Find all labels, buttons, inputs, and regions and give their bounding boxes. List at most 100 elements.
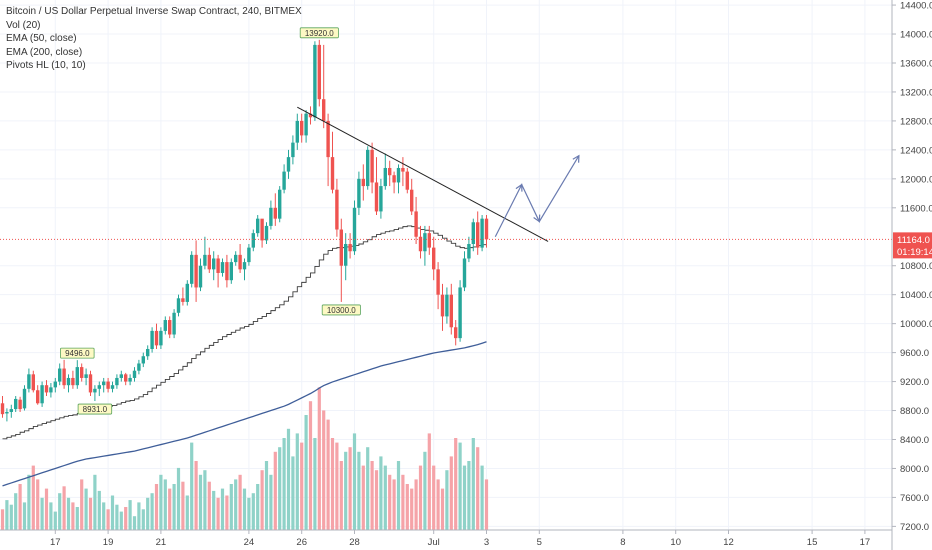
candle [141, 352, 145, 368]
candle [322, 44, 326, 129]
volume-bar [256, 484, 260, 530]
candle [44, 380, 49, 397]
candle [304, 110, 308, 143]
candle [0, 396, 5, 418]
volume-bar [423, 451, 427, 530]
volume-bar [304, 415, 308, 530]
volume-bar [154, 484, 159, 530]
legend-vol[interactable]: Vol (20) [6, 19, 41, 31]
candle-body [476, 222, 480, 248]
legend-pivots[interactable]: Pivots HL (10, 10) [6, 60, 86, 71]
candle [18, 396, 22, 412]
candle [220, 258, 225, 277]
volume-bar [379, 456, 383, 530]
volume-bar [14, 493, 18, 530]
candle [278, 186, 282, 223]
volume-bar [22, 502, 27, 530]
pivot-box [299, 27, 339, 39]
candle [410, 178, 414, 216]
legend-title[interactable]: Bitcoin / US Dollar Perpetual Inverse Sw… [6, 6, 302, 17]
volume-bar [278, 447, 282, 530]
volume-bar [84, 488, 88, 530]
candle [62, 359, 66, 389]
candle-body [445, 294, 449, 317]
candle-body [14, 398, 18, 410]
projection-path [494, 155, 580, 238]
candle-body [146, 348, 150, 357]
volume-bar [128, 500, 132, 530]
volume-bar [141, 509, 145, 530]
x-tick-label: 17 [50, 537, 61, 548]
candle-body [278, 189, 282, 219]
candle-body [194, 254, 198, 288]
candle-body [84, 374, 88, 378]
candle [436, 262, 440, 310]
candle-body [418, 236, 423, 252]
volume-bar [36, 479, 40, 530]
candle-body [449, 294, 453, 328]
candle-body [251, 233, 255, 248]
candle [383, 153, 387, 190]
candle [273, 193, 277, 226]
candle [480, 215, 484, 252]
candle [282, 164, 286, 194]
x-tick-label: 15 [807, 537, 818, 548]
volume-bar [75, 507, 79, 530]
candle-body [300, 120, 304, 136]
candle-body [168, 320, 172, 335]
candle-body [119, 374, 123, 378]
pivot-box [321, 304, 361, 316]
ema200-path [2, 341, 487, 487]
volume-bar [80, 479, 84, 530]
volume-bar [330, 438, 335, 530]
candle-body [88, 374, 93, 393]
candle [159, 327, 163, 349]
candle [216, 254, 220, 288]
volume-bar [260, 470, 264, 530]
candle-body [62, 368, 66, 386]
volume-bar [190, 442, 194, 530]
candle [128, 374, 132, 386]
legend-ema50[interactable]: EMA (50, close) [6, 33, 77, 44]
volume-bar [471, 438, 475, 530]
volume-bar [396, 461, 401, 530]
pivot-text: 13920.0 [305, 29, 334, 38]
candle-body [5, 411, 9, 414]
candle [432, 236, 436, 281]
candle-body [242, 262, 247, 270]
candle [40, 381, 44, 407]
candle-body [326, 120, 330, 158]
candle-body [427, 233, 431, 248]
candle [93, 385, 97, 402]
volume-bar [480, 465, 484, 530]
drawings[interactable] [297, 106, 580, 242]
volume-bar [212, 490, 216, 530]
volume-bar [163, 479, 167, 530]
candle-body [31, 374, 35, 391]
pivot-label-high: 9496.0 [60, 347, 95, 359]
volume-bar [445, 470, 449, 530]
volume-bar [106, 509, 110, 530]
price-axis[interactable]: 14400.0 14000.0 13600.0 13200.0 12800.0 12400… [891, 0, 932, 550]
candle [146, 345, 150, 360]
volume-bar [348, 447, 352, 530]
candle-body [216, 258, 220, 273]
y-tick-label: 9600.0 [900, 348, 929, 359]
candle [339, 218, 343, 302]
y-tick-label: 8400.0 [900, 435, 929, 446]
time-axis[interactable]: 17 19 21 24 26 28 Jul 3 5 8 10 12 15 17 [0, 529, 892, 548]
price-badge-countdown: 01:19:14 [897, 247, 932, 258]
pivot-label-low: 10300.0 [321, 304, 361, 316]
candle [357, 171, 361, 216]
candle [256, 215, 260, 237]
legend-ema200[interactable]: EMA (200, close) [6, 46, 83, 58]
candle-body [80, 367, 84, 378]
candle [97, 381, 101, 397]
pivot-label-high: 13920.0 [299, 27, 339, 39]
candle-body [273, 207, 277, 219]
pivot-labels: 13920.0 9496.0 8931.0 10300.0 [60, 27, 361, 415]
volume-bar [247, 497, 251, 530]
pivot-box [60, 347, 95, 359]
